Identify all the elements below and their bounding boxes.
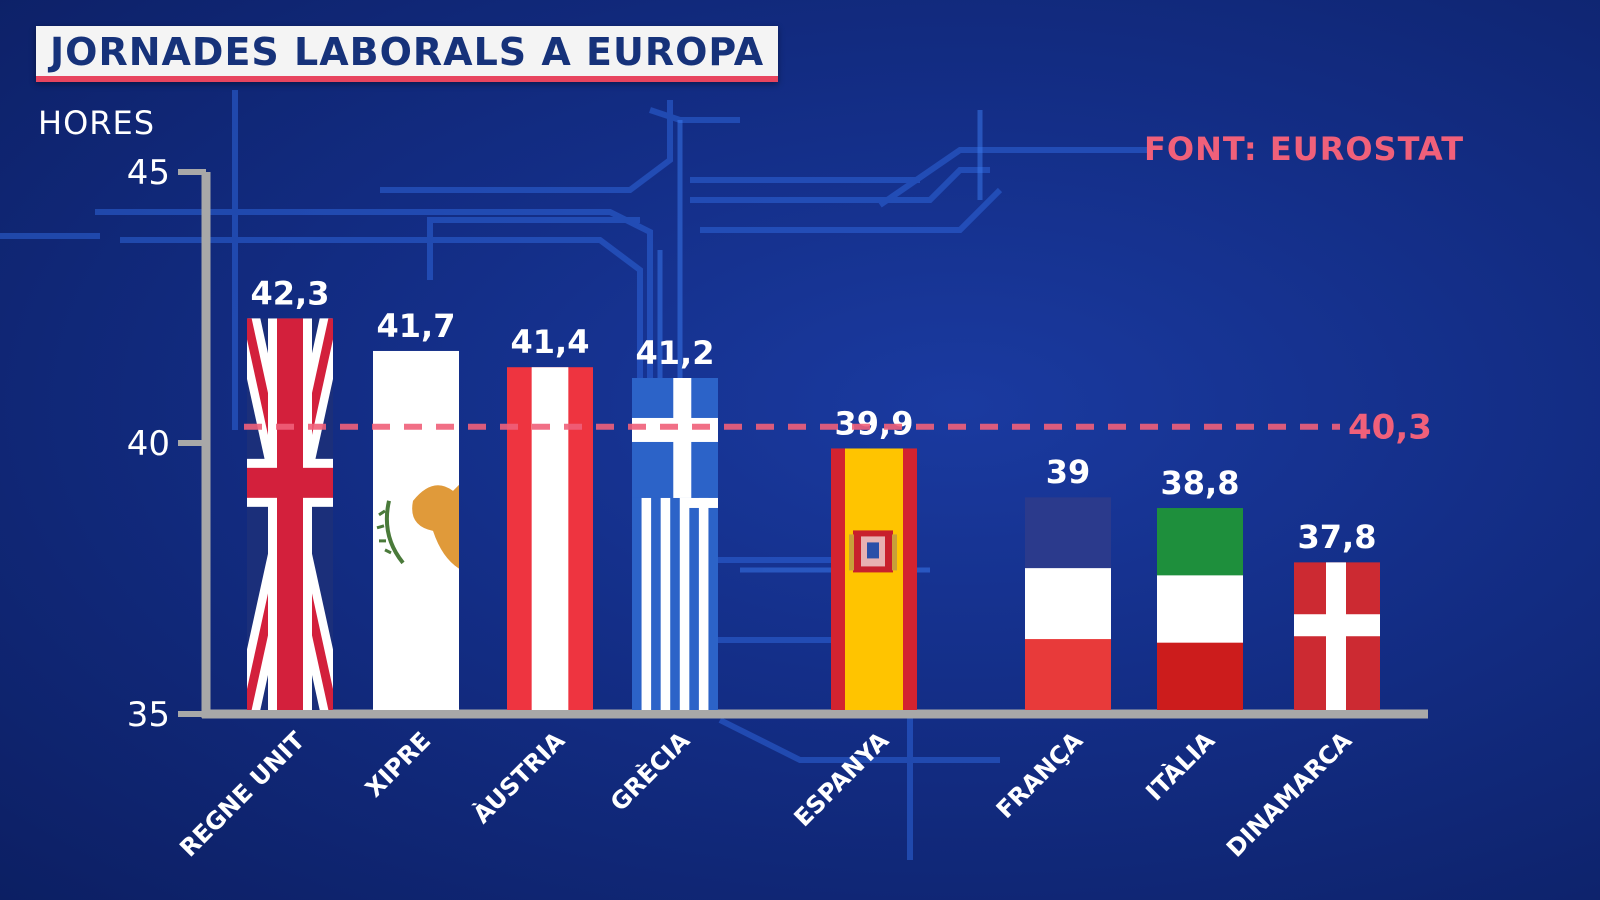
- bar: [247, 318, 333, 710]
- bar: [373, 350, 459, 710]
- bar-value-label: 41,4: [511, 323, 590, 361]
- bar: [632, 377, 718, 710]
- y-axis-unit-label: HORES: [38, 104, 156, 142]
- spain-flag: [831, 448, 917, 710]
- category-label: XIPRE: [360, 726, 436, 802]
- source-label: FONT: EUROSTAT: [1144, 130, 1465, 168]
- category-label: REGNE UNIT: [174, 726, 310, 862]
- france-flag: [1025, 497, 1111, 710]
- bar: [507, 367, 593, 710]
- category-label: FRANÇA: [991, 726, 1089, 824]
- bar-value-label: 41,7: [377, 307, 456, 345]
- bar-value-label: 39: [1046, 453, 1091, 491]
- cyprus-flag: [373, 350, 459, 710]
- y-tick-label: 35: [127, 695, 170, 735]
- greece-flag: [632, 377, 718, 710]
- category-label: ITÀLIA: [1140, 725, 1221, 806]
- average-reference-label: 40,3: [1348, 408, 1432, 448]
- uk-flag: [247, 318, 333, 710]
- bar-value-label: 38,8: [1161, 464, 1240, 502]
- category-label: ESPANYA: [789, 726, 895, 832]
- bar: [831, 448, 917, 710]
- bar: [1157, 508, 1243, 710]
- y-tick-label: 40: [127, 424, 170, 464]
- bar-value-label: 37,8: [1298, 518, 1377, 556]
- bar: [1294, 562, 1380, 710]
- denmark-flag: [1294, 562, 1380, 710]
- bar-value-label: 39,9: [835, 404, 914, 442]
- bar: [1025, 497, 1111, 710]
- category-label: GRÈCIA: [604, 725, 695, 816]
- chart-title-box: JORNADES LABORALS A EUROPA: [36, 26, 779, 82]
- austria-flag: [507, 367, 593, 710]
- category-label: ÀUSTRIA: [467, 725, 571, 829]
- y-tick-label: 45: [127, 153, 170, 193]
- chart-title: JORNADES LABORALS A EUROPA: [50, 30, 765, 74]
- category-label: DINAMARCA: [1221, 726, 1358, 863]
- italy-flag: [1157, 508, 1243, 710]
- bar-value-label: 41,2: [636, 334, 715, 372]
- bar-value-label: 42,3: [251, 274, 330, 312]
